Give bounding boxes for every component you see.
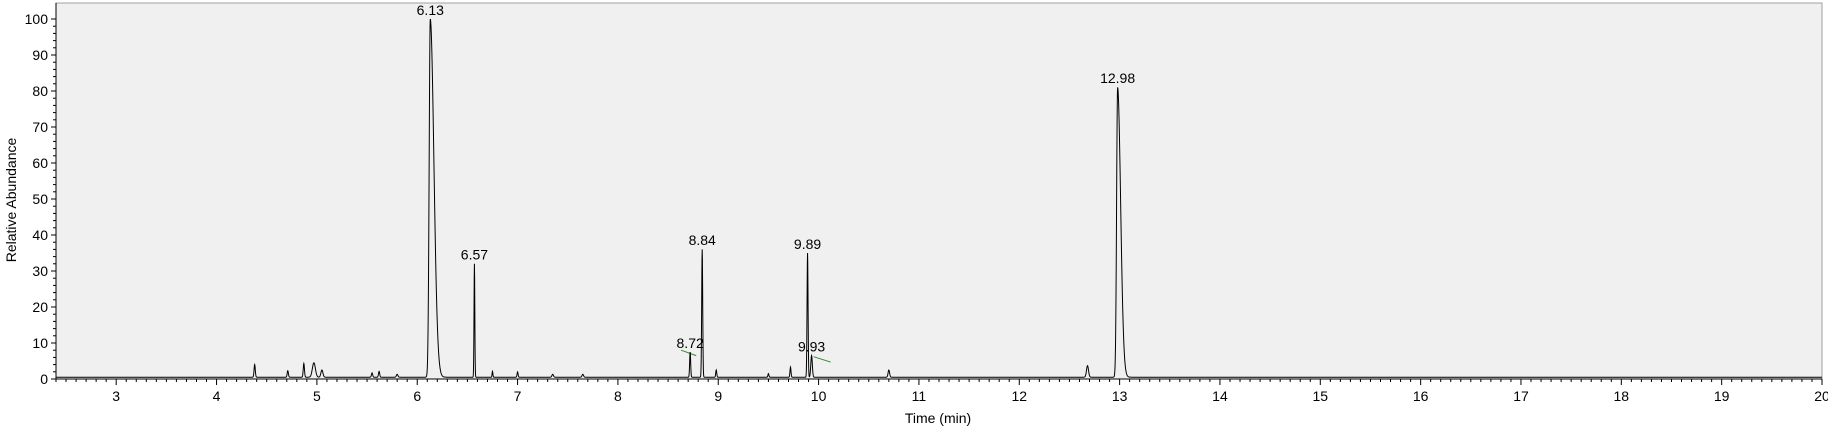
x-tick-label: 19 (1714, 388, 1730, 404)
y-axis-title: Relative Abundance (3, 138, 19, 263)
x-axis: 3 4 5 6 7 8 9 10 11 12 13 14 15 16 17 18 19 20 (55, 378, 1828, 404)
x-axis-title: Time (min) (905, 410, 971, 426)
integration-baselines (680, 349, 831, 363)
peak-label: 12.98 (1100, 70, 1135, 86)
y-tick-label: 40 (32, 227, 48, 243)
peak-label: 8.72 (677, 335, 704, 351)
x-tick-label: 12 (1011, 388, 1027, 404)
peak-label: 6.13 (417, 2, 444, 18)
integration-baseline (813, 356, 831, 363)
y-axis: 0 10 20 30 40 50 60 70 80 90 100 (25, 3, 57, 387)
y-tick-label: 100 (25, 11, 49, 27)
x-tick-label: 10 (811, 388, 827, 404)
x-tick-label: 20 (1814, 388, 1828, 404)
y-tick-label: 10 (32, 335, 48, 351)
x-tick-label: 5 (313, 388, 321, 404)
integration-baseline (680, 349, 697, 357)
x-tick-label: 3 (112, 388, 120, 404)
x-tick-label: 14 (1212, 388, 1228, 404)
x-tick-label: 6 (413, 388, 421, 404)
y-tick-label: 90 (32, 47, 48, 63)
y-tick-label: 30 (32, 263, 48, 279)
peak-label: 9.93 (798, 338, 825, 354)
y-tick-label: 20 (32, 299, 48, 315)
x-tick-label: 7 (514, 388, 522, 404)
x-tick-label: 15 (1313, 388, 1329, 404)
plot-background (55, 2, 1823, 380)
x-tick-label: 16 (1413, 388, 1429, 404)
y-tick-label: 0 (40, 371, 48, 387)
x-tick-label: 18 (1614, 388, 1630, 404)
peak-label: 9.89 (794, 236, 821, 252)
peak-labels: 6.13 6.57 8.72 8.84 9.89 9.93 12.98 (417, 2, 1136, 355)
chromatogram-trace (56, 18, 1822, 378)
y-tick-label: 60 (32, 155, 48, 171)
y-tick-label: 70 (32, 119, 48, 135)
x-tick-label: 4 (213, 388, 221, 404)
x-tick-label: 11 (912, 388, 927, 404)
y-tick-label: 80 (32, 83, 48, 99)
peak-label: 6.57 (461, 247, 488, 263)
y-tick-label: 50 (32, 191, 48, 207)
x-tick-label: 13 (1112, 388, 1128, 404)
x-tick-label: 9 (714, 388, 722, 404)
x-tick-label: 8 (614, 388, 622, 404)
x-tick-label: 17 (1513, 388, 1529, 404)
peak-label: 8.84 (689, 232, 716, 248)
